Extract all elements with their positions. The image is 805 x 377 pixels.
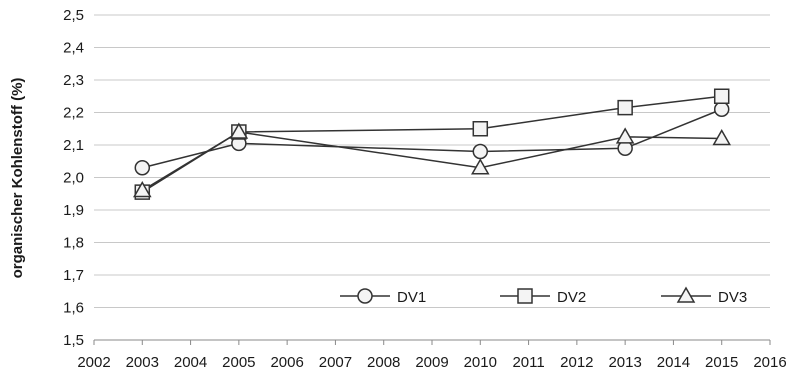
data-point-dv1 [134, 160, 151, 176]
y-tick-label: 2,4 [63, 40, 84, 57]
x-tick-label: 2009 [415, 354, 448, 371]
data-point-dv3 [132, 180, 152, 198]
y-tick-label: 1,7 [63, 267, 84, 284]
x-tick-label: 2003 [126, 354, 159, 371]
series-layer [132, 88, 732, 200]
y-tick-label: 1,5 [63, 332, 84, 349]
x-tick-label: 2002 [77, 354, 110, 371]
x-tick-label: 2016 [753, 354, 786, 371]
x-tick-label: 2008 [367, 354, 400, 371]
x-tick-label: 2005 [222, 354, 255, 371]
x-tick-label: 2014 [657, 354, 690, 371]
x-tick-label: 2004 [174, 354, 207, 371]
x-tick-label: 2007 [319, 354, 352, 371]
y-tick-label: 2,2 [63, 105, 84, 122]
x-tick-label: 2006 [270, 354, 303, 371]
legend-marker-dv3 [676, 286, 696, 303]
legend-marker-dv1 [357, 288, 373, 304]
y-tick-label: 2,5 [63, 7, 84, 24]
legend-label-dv1: DV1 [397, 289, 426, 306]
data-point-dv3 [470, 158, 490, 175]
data-point-dv3 [615, 127, 635, 144]
x-tick-label: 2012 [560, 354, 593, 371]
legend-label-dv2: DV2 [557, 289, 586, 306]
grid-layer [94, 14, 770, 308]
data-point-dv2 [472, 121, 489, 137]
x-tick-label: 2010 [464, 354, 497, 371]
x-tick-label: 2013 [608, 354, 641, 371]
legend: DV1 DV2 DV3 [340, 286, 747, 306]
data-point-dv3 [229, 122, 249, 139]
y-tick-label: 1,9 [63, 202, 84, 219]
legend-marker-dv2 [517, 288, 533, 304]
y-tick-label: 2,1 [63, 137, 84, 154]
data-point-dv2 [617, 99, 633, 116]
y-tick-label: 2,3 [63, 72, 84, 89]
y-tick-label: 1,6 [63, 300, 84, 317]
legend-label-dv3: DV3 [718, 289, 747, 306]
series-line-dv3 [141, 131, 722, 192]
data-point-dv3 [712, 128, 732, 146]
y-tick-label: 1,8 [63, 235, 84, 252]
y-axis-label: organischer Kohlenstoff (%) [9, 78, 26, 279]
data-point-dv2 [713, 88, 730, 104]
y-tick-label: 2,0 [63, 170, 84, 187]
x-tick-label: 2015 [705, 354, 738, 371]
data-point-dv1 [713, 101, 730, 117]
data-point-dv1 [472, 143, 489, 160]
x-tick-label: 2011 [512, 354, 544, 371]
axis-layer: 1,5 1,6 1,7 1,8 1,9 2,0 2,1 2,2 2,3 2,4 2,5 2002 200… [63, 7, 787, 371]
